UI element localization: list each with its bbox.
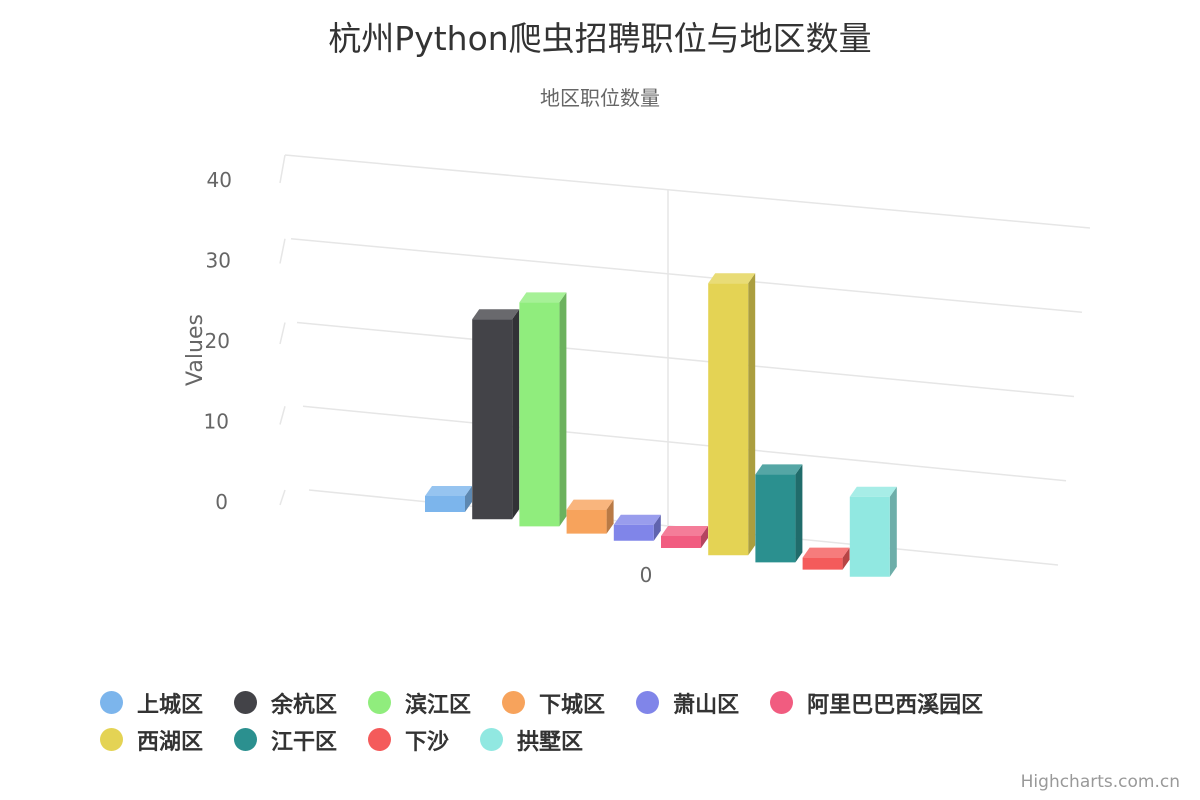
legend-swatch: [636, 691, 660, 714]
legend-item-拱墅区[interactable]: 拱墅区: [475, 724, 583, 756]
chart-legend: 上城区 余杭区 滨江区 下城区 萧山区 阿里巴巴西溪园区西湖区 江干区 下沙 拱墅区: [95, 684, 1155, 758]
legend-label: 下沙: [405, 729, 450, 755]
legend-item-萧山区[interactable]: 萧山区: [631, 687, 739, 719]
bar-side: [889, 486, 897, 577]
legend-item-西湖区[interactable]: 西湖区: [95, 724, 203, 756]
legend-label: 余杭区: [271, 692, 338, 718]
legend-label: 拱墅区: [517, 729, 584, 755]
grid-line-diag: [279, 154, 286, 184]
legend-label: 西湖区: [137, 729, 204, 755]
y-axis-title: Values: [183, 314, 208, 386]
legend-swatch: [234, 691, 258, 714]
legend-item-余杭区[interactable]: 余杭区: [229, 687, 337, 719]
bar-front: [519, 302, 560, 527]
legend-label: 上城区: [137, 692, 204, 718]
bar-side: [795, 464, 803, 563]
bar-front: [849, 496, 890, 577]
legend-item-滨江区[interactable]: 滨江区: [363, 687, 471, 719]
legend-swatch: [502, 691, 526, 714]
bar-top: [566, 499, 614, 510]
bar-滨江区[interactable]: [519, 292, 567, 527]
bar-萧山区[interactable]: [613, 514, 661, 541]
bar-江干区[interactable]: [755, 464, 803, 563]
bar-front: [802, 557, 843, 570]
gridline: [296, 321, 1075, 398]
bar-下沙[interactable]: [802, 547, 850, 570]
legend-item-江干区[interactable]: 江干区: [229, 724, 337, 756]
bar-top: [613, 514, 661, 525]
legend-swatch: [100, 728, 123, 751]
bar-西湖区[interactable]: [708, 273, 756, 556]
bar-top: [519, 292, 567, 303]
bar-上城区[interactable]: [425, 486, 472, 512]
bar-side: [512, 309, 520, 520]
bar-top: [849, 486, 897, 497]
gridline: [290, 238, 1083, 313]
bar-front: [472, 319, 513, 520]
bar-side: [653, 514, 661, 541]
legend-label: 江干区: [271, 729, 338, 755]
legend-item-下城区[interactable]: 下城区: [497, 687, 605, 719]
legend-swatch: [100, 691, 123, 714]
bar-阿里巴巴西溪园区[interactable]: [661, 526, 708, 548]
y-tick-label: 40: [207, 168, 232, 192]
gridline: [284, 154, 1091, 229]
legend-swatch: [234, 728, 258, 751]
legend-label: 阿里巴巴西溪园区: [807, 692, 984, 718]
bar-front: [425, 496, 465, 512]
bar-side: [606, 499, 614, 534]
legend-swatch: [770, 691, 794, 714]
legend-swatch: [368, 691, 392, 714]
bar-拱墅区[interactable]: [849, 486, 897, 577]
legend-row: 上城区 余杭区 滨江区 下城区 萧山区 阿里巴巴西溪园区: [95, 684, 1155, 721]
y-tick-label: 0: [215, 490, 228, 514]
bar-side: [465, 486, 472, 512]
legend-label: 萧山区: [673, 692, 740, 718]
y-tick-label: 30: [206, 249, 231, 273]
legend-label: 下城区: [539, 692, 606, 718]
bar-top: [425, 486, 472, 496]
legend-swatch: [480, 728, 504, 751]
y-tick-label: 10: [204, 410, 229, 434]
bar-front: [708, 283, 749, 556]
bar-front: [755, 474, 796, 563]
x-tick-label: 0: [640, 563, 653, 587]
legend-swatch: [368, 728, 392, 751]
bar-余杭区[interactable]: [472, 309, 520, 520]
gridline: [302, 405, 1067, 482]
bar-front: [613, 524, 654, 541]
grid-line-diag: [279, 406, 286, 425]
bar-下城区[interactable]: [566, 499, 614, 534]
bar-side: [842, 547, 850, 570]
bar-top: [708, 273, 756, 284]
grid-line-diag: [279, 489, 286, 506]
bar-front: [566, 509, 607, 534]
y-tick-label: 20: [205, 329, 230, 353]
grid-line-diag: [279, 322, 286, 345]
bar-side: [701, 526, 708, 548]
legend-label: 滨江区: [405, 692, 472, 718]
legend-item-下沙[interactable]: 下沙: [363, 724, 449, 756]
bar-top: [755, 464, 803, 475]
credits-link[interactable]: Highcharts.com.cn: [1020, 772, 1180, 792]
bar-side: [559, 292, 567, 527]
bar-top: [472, 309, 520, 320]
bar-side: [748, 273, 756, 556]
legend-row: 西湖区 江干区 下沙 拱墅区: [95, 721, 1155, 758]
chart-title: 杭州Python爬虫招聘职位与地区数量: [328, 19, 872, 58]
legend-item-阿里巴巴西溪园区[interactable]: 阿里巴巴西溪园区: [765, 687, 983, 719]
bar-top: [802, 547, 850, 558]
chart-subtitle: 地区职位数量: [540, 86, 660, 110]
bar-top: [661, 526, 708, 536]
legend-item-上城区[interactable]: 上城区: [95, 687, 203, 719]
grid-line-diag: [279, 238, 286, 264]
bar-front: [661, 536, 701, 548]
